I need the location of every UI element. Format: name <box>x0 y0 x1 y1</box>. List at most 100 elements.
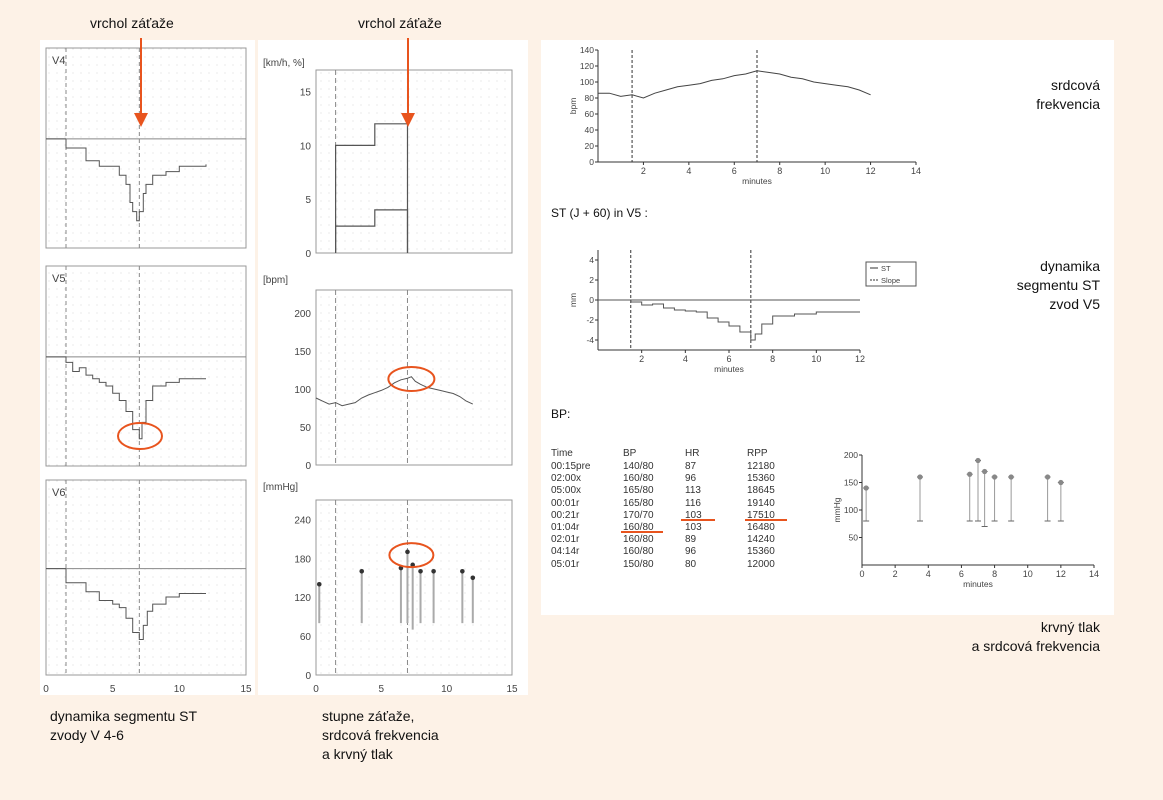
st-right-y-tick-0: 0 <box>589 295 594 305</box>
hr-chart-left-frame <box>315 289 513 466</box>
bp-left-point <box>316 581 322 587</box>
bp-label-line2: a srdcová frekvencia <box>971 638 1100 654</box>
bp-left-point <box>405 549 410 555</box>
bp-table-cell: 160/80 <box>623 522 654 533</box>
x-tick-5: 5 <box>110 684 116 695</box>
bp-right-point <box>863 485 869 491</box>
bp-table-cell: 89 <box>685 534 697 546</box>
hr-right-x-tick-2: 2 <box>641 166 646 176</box>
bp-section-title: BP: <box>551 407 571 421</box>
bp-left-x-tick-15: 15 <box>506 684 518 695</box>
bp-right-point <box>982 468 988 475</box>
hr-right-trace <box>598 70 871 99</box>
bp-table-cell: 160/80 <box>623 546 654 558</box>
bp-table-header-cell: RPP <box>747 448 768 459</box>
stage-chart-frame <box>315 69 513 254</box>
arrow-left-head <box>134 113 148 127</box>
bp-table-cell: 103 <box>685 509 702 521</box>
dyn-label-line1: dynamika <box>1040 258 1100 274</box>
hr-right-x-tick-8: 8 <box>777 166 782 176</box>
bp-right-x-tick-4: 4 <box>926 569 931 579</box>
hr-label-line2: frekvencia <box>1036 96 1100 112</box>
hr-right-y-tick-120: 120 <box>580 61 594 71</box>
bp-table-cell: 12000 <box>747 558 775 570</box>
st-section-title: ST (J + 60) in V5 : <box>551 206 648 220</box>
bp-table-cell: 170/70 <box>623 509 654 521</box>
bp-left-y-tick-120: 120 <box>294 593 311 604</box>
bp-table-cell: 14240 <box>747 534 775 546</box>
bp-right-x-tick-12: 12 <box>1056 569 1066 579</box>
bp-table-cell: 103 <box>685 522 702 533</box>
hr-right-x-tick-14: 14 <box>911 166 921 176</box>
bp-right-xlabel: minutes <box>963 579 993 589</box>
bp-right-y-tick-200: 200 <box>844 450 858 460</box>
bp-table-cell: 140/80 <box>623 461 654 472</box>
caption-stages-line3: a krvný tlak <box>322 746 393 762</box>
bp-right-x-tick-14: 14 <box>1089 569 1099 579</box>
bp-table-cell: 18645 <box>747 485 775 497</box>
bp-left-point <box>431 568 436 574</box>
bp-left-point <box>460 568 465 574</box>
bp-table-row: 04:14r 160/80 96 15360 <box>551 546 791 558</box>
bp-right-point <box>967 471 973 477</box>
bp-table-cell: 01:04r <box>551 522 580 533</box>
hr-right-y-tick-20: 20 <box>585 141 595 151</box>
bp-left-x-tick-0: 0 <box>313 684 319 695</box>
bp-table-row: 05:00x 165/80 113 18645 <box>551 485 791 497</box>
st-right-ST <box>598 299 860 341</box>
hr-right-y-tick-100: 100 <box>580 77 594 87</box>
hr-right-y-tick-80: 80 <box>585 93 595 103</box>
bp-table-highlight-underline <box>745 519 787 521</box>
bp-left-ylabel: [mmHg] <box>263 482 298 493</box>
bp-table-row: 02:00x 160/80 96 15360 <box>551 473 791 485</box>
bp-table-cell: 00:01r <box>551 497 580 509</box>
bp-table-cell: 80 <box>685 558 697 570</box>
legend-st: ST <box>881 264 891 273</box>
bp-left-point <box>410 562 415 568</box>
hr-peak-highlight <box>387 366 436 393</box>
st-right-xlabel: minutes <box>714 364 744 374</box>
caption-stages-line1: stupne záťaže, <box>322 708 415 724</box>
stage-y-tick-15: 15 <box>300 88 312 99</box>
hr-left-y-tick-150: 150 <box>294 347 311 358</box>
bp-table-cell: 02:01r <box>551 534 580 546</box>
bp-table-row: 00:15pre 140/80 87 12180 <box>551 461 791 473</box>
bp-right-y-tick-150: 150 <box>844 478 858 488</box>
legend-slope: Slope <box>881 276 900 285</box>
peak-label-left: vrchol záťaže <box>90 15 174 31</box>
bp-right-x-tick-2: 2 <box>893 569 898 579</box>
bp-left-x-tick-5: 5 <box>379 684 385 695</box>
bp-left-y-tick-60: 60 <box>300 632 312 643</box>
bp-table-row: 01:04r 160/80 103 16480 <box>551 522 791 534</box>
caption-stages-line2: srdcová frekvencia <box>322 727 439 743</box>
bp-right-point <box>991 474 998 480</box>
bp-right-point <box>1045 474 1051 480</box>
bp-right-point <box>1058 479 1064 486</box>
hr-label-line1: srdcová <box>1050 77 1100 93</box>
bp-table-cell: 19140 <box>747 497 775 509</box>
hr-left-y-tick-0: 0 <box>305 461 311 472</box>
bp-right-ylabel: mmHg <box>832 497 842 522</box>
bp-table-cell: 00:15pre <box>551 461 591 472</box>
bp-left-y-tick-240: 240 <box>294 515 311 526</box>
bp-right-x-tick-6: 6 <box>959 569 964 579</box>
x-tick-15: 15 <box>240 684 252 695</box>
bp-table-header-cell: Time <box>551 448 573 459</box>
dyn-label-line3: zvod V5 <box>1049 296 1100 312</box>
v5-st-highlight <box>117 422 163 450</box>
st-right-ylabel: mm <box>568 293 578 307</box>
bp-table-cell: 05:01r <box>551 558 580 570</box>
bp-table-header-cell: HR <box>685 448 700 459</box>
bp-table-header: Time BP HR RPP <box>551 448 791 460</box>
bp-table-cell: 96 <box>685 546 697 558</box>
st-V5-frame <box>45 265 247 467</box>
bp-table-highlight-underline <box>621 531 663 533</box>
bp-right-point <box>975 457 981 464</box>
st-trace-V5 <box>46 356 206 440</box>
bp-left-y-tick-180: 180 <box>294 554 311 565</box>
hr-right-y-tick-40: 40 <box>585 125 595 135</box>
lead-label-V4: V4 <box>52 55 65 67</box>
bp-table-row: 05:01r 150/80 80 12000 <box>551 559 791 571</box>
bp-table-cell: 16480 <box>747 522 775 533</box>
bp-table-cell: 150/80 <box>623 558 654 570</box>
